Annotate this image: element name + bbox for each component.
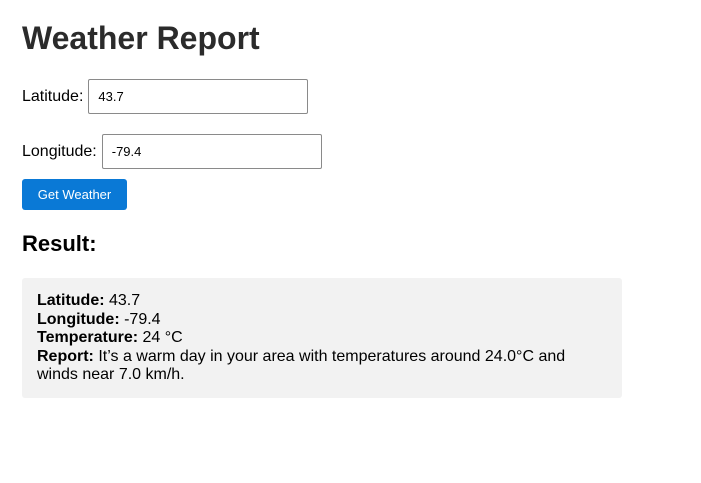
result-longitude: Longitude: -79.4 — [37, 311, 607, 330]
result-report: Report: It’s a warm day in your area wit… — [37, 348, 607, 385]
result-latitude-value: 43.7 — [109, 292, 141, 309]
result-temperature-value: 24 °C — [142, 329, 183, 346]
latitude-input[interactable] — [88, 79, 309, 114]
result-report-value: It’s a warm day in your area with temper… — [37, 347, 566, 384]
result-temperature: Temperature: 24 °C — [37, 329, 607, 348]
longitude-input[interactable] — [101, 134, 322, 169]
result-latitude: Latitude: 43.7 — [37, 292, 607, 311]
result-panel: Latitude: 43.7 Longitude: -79.4 Temperat… — [22, 278, 622, 398]
latitude-row: Latitude: — [22, 79, 309, 114]
result-longitude-value: -79.4 — [124, 310, 161, 328]
result-temperature-label: Temperature: — [37, 329, 139, 346]
result-report-label: Report: — [37, 347, 94, 365]
get-weather-button[interactable]: Get Weather — [22, 179, 127, 210]
result-latitude-label: Latitude: — [37, 292, 105, 309]
latitude-label: Latitude: — [22, 87, 84, 105]
result-heading: Result: — [22, 231, 97, 256]
result-longitude-label: Longitude: — [37, 310, 120, 328]
page-title: Weather Report — [22, 20, 260, 56]
longitude-row: Longitude: — [22, 134, 322, 169]
longitude-label: Longitude: — [22, 142, 97, 160]
